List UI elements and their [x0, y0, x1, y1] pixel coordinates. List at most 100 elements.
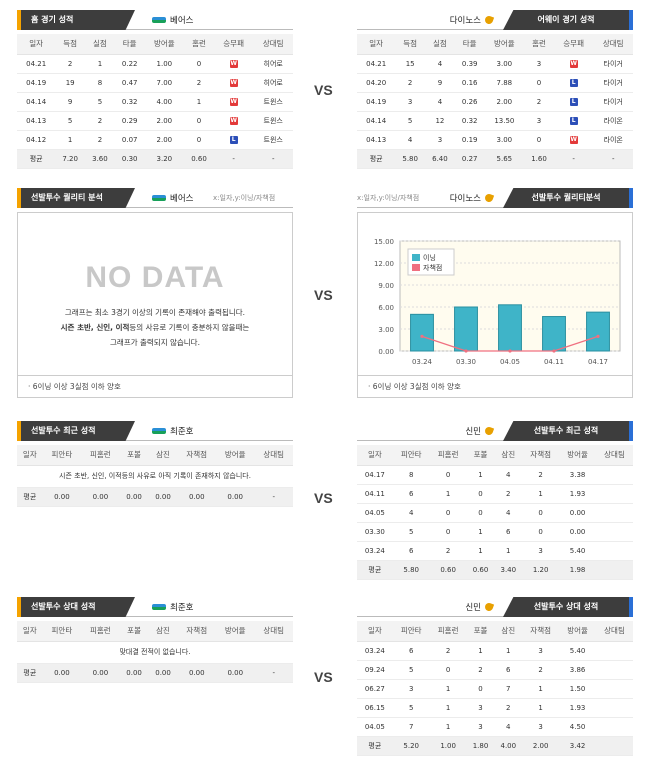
- vs-label: VS: [314, 669, 333, 685]
- average-cell: 6.40: [425, 149, 455, 169]
- table-cell: 4.00: [144, 92, 185, 112]
- table-cell: 라이온: [593, 130, 633, 150]
- average-cell: 0.27: [454, 149, 485, 169]
- column-header: 상대팀: [593, 34, 633, 55]
- table-cell: 0.00: [559, 503, 597, 523]
- table-header-row: 일자 득점 실점 타율 방어율 홈런 승무패 상대팀: [17, 34, 293, 55]
- average-cell: 평균: [17, 487, 43, 507]
- column-header: 상대팀: [596, 445, 633, 466]
- table-row: 09.24 5 0 2 6 2 3.86: [357, 660, 633, 680]
- table-cell: 라이온: [593, 111, 633, 131]
- column-header: 포볼: [119, 445, 149, 466]
- bar-innings: [498, 304, 522, 352]
- x-tick-label: 04.11: [544, 358, 564, 366]
- table-cell: 1: [55, 130, 86, 150]
- table-cell: 0: [466, 679, 495, 699]
- table-cell: 5: [392, 522, 430, 542]
- table-cell: [596, 698, 633, 718]
- column-header: 피안타: [42, 621, 82, 642]
- average-cell: 3.20: [144, 149, 185, 169]
- table-row: 06.27 3 1 0 7 1 1.50: [357, 679, 633, 699]
- average-cell: 1.00: [429, 736, 467, 756]
- win-badge-icon: W: [229, 98, 238, 106]
- bar-innings: [454, 306, 478, 352]
- average-cell: 5.80: [395, 149, 426, 169]
- table-cell: 6: [392, 484, 430, 504]
- table-cell: 2: [55, 54, 86, 74]
- quality-analysis-panel: x:일자,y:이닝/자책점 다이노스 선발투수 퀄리티분석 0.00 3.00 6.…: [357, 188, 633, 398]
- table-row: 06.15 5 1 3 2 1 1.93: [357, 698, 633, 718]
- y-tick-label: 6.00: [378, 304, 394, 312]
- table-row: 04.05 7 1 3 4 3 4.50: [357, 717, 633, 737]
- average-cell: -: [213, 149, 254, 169]
- average-cell: 평균: [357, 736, 393, 756]
- table-cell: 3.86: [559, 660, 597, 680]
- table-cell: 1.50: [559, 679, 597, 699]
- panel-header: x:일자,y:이닝/자책점 다이노스 선발투수 퀄리티분석: [357, 188, 633, 208]
- column-header: 포볼: [466, 621, 495, 642]
- table-cell: 04.13: [17, 111, 56, 131]
- table-cell: 3: [425, 130, 455, 150]
- column-header: 일자: [17, 34, 56, 55]
- average-cell: 4.00: [494, 736, 523, 756]
- panel-title: 어웨이 경기 성적: [503, 10, 633, 30]
- table-row: 04.14 5 12 0.32 13.50 3 L 라이온: [357, 111, 633, 131]
- table-cell: 6: [494, 522, 523, 542]
- legend-footer: · 6이닝 이상 3실점 이하 양호: [357, 376, 633, 398]
- panel-title: 홈 경기 성적: [17, 10, 135, 30]
- versus-pitcher-panel: 신민 선발투수 상대 성적 일자 피안타 피홈런 포볼 삼진 자책점 방어율 상대팀 03.24…: [357, 597, 633, 756]
- point-earned-runs: [552, 349, 556, 353]
- table-cell: 4: [395, 130, 426, 150]
- table-cell: 2: [429, 641, 467, 661]
- average-cell: 1.20: [522, 560, 560, 580]
- dinos-logo-icon: [483, 601, 495, 613]
- table-cell: W: [213, 92, 254, 112]
- table-cell: 0: [522, 503, 560, 523]
- recent-pitcher-panel: 선발투수 최근 성적 최준호 일자 피안타 피홈런 포볼 삼진 자책점 방어율 상대팀 시즌 초…: [17, 421, 293, 507]
- table-cell: 04.21: [357, 54, 396, 74]
- table-cell: 1: [429, 484, 467, 504]
- table-cell: 4: [494, 465, 523, 485]
- panel-header: 어웨이 경기 성적 다이노스: [357, 10, 633, 30]
- table-cell: 트윈스: [253, 111, 293, 131]
- panel-title: 선발투수 상대 성적: [503, 597, 633, 617]
- table-cell: 5: [55, 111, 86, 131]
- column-header: 일자: [357, 34, 396, 55]
- panel-header: 선발투수 상대 성적 최준호: [17, 597, 293, 617]
- table-cell: 0.19: [454, 130, 485, 150]
- table-cell: [596, 660, 633, 680]
- bears-logo-icon: [152, 195, 166, 201]
- table-cell: 04.05: [357, 717, 393, 737]
- table-cell: L: [553, 92, 594, 112]
- table-cell: 1: [466, 641, 495, 661]
- average-cell: 0.00: [177, 487, 216, 507]
- recent-pitcher-panel: 신민 선발투수 최근 성적 일자 피안타 피홈런 포볼 삼진 자책점 방어율 상대팀 04.17…: [357, 421, 633, 580]
- table-cell: 0: [429, 465, 467, 485]
- bar-innings: [410, 313, 434, 352]
- record-table: 일자 피안타 피홈런 포볼 삼진 자책점 방어율 상대팀 시즌 초반, 신인, 이적등의 사유로…: [17, 445, 293, 507]
- column-header: 자책점: [177, 445, 216, 466]
- point-earned-runs: [420, 334, 424, 338]
- point-earned-runs: [464, 349, 468, 353]
- home-record-panel: 홈 경기 성적 베어스 일자 득점 실점 타율 방어율 홈런 승무패 상대팀 04.21 2 1 0.…: [17, 10, 293, 169]
- table-cell: L: [553, 73, 594, 93]
- win-badge-icon: W: [569, 136, 578, 144]
- average-cell: -: [553, 149, 594, 169]
- record-table: 일자 득점 실점 타율 방어율 홈런 승무패 상대팀 04.21 15 4 0.39 3.00 3 W 타이거…: [357, 34, 633, 169]
- table-cell: 1: [494, 541, 523, 561]
- column-header: 피홈런: [429, 445, 467, 466]
- average-cell: -: [254, 663, 293, 683]
- panel-header: 선발투수 퀄리티 분석 베어스 x:일자,y:이닝/자책점: [17, 188, 293, 208]
- loss-badge-icon: L: [569, 98, 578, 106]
- legend-footer: · 6이닝 이상 3실점 이하 양호: [17, 376, 293, 398]
- y-tick-label: 15.00: [374, 238, 394, 246]
- table-cell: 2: [522, 465, 560, 485]
- record-table: 일자 피안타 피홈런 포볼 삼진 자책점 방어율 상대팀 맞대결 전적이 없습니다. 평균 0.00…: [17, 621, 293, 683]
- table-cell: 19: [55, 73, 86, 93]
- dinos-logo-icon: [483, 192, 495, 204]
- column-header: 삼진: [494, 621, 523, 642]
- versus-pitcher-panel: 선발투수 상대 성적 최준호 일자 피안타 피홈런 포볼 삼진 자책점 방어율 상대팀 맞대결 …: [17, 597, 293, 683]
- table-cell: 6: [494, 660, 523, 680]
- table-cell: 0.22: [114, 54, 145, 74]
- x-tick-label: 03.24: [412, 358, 433, 366]
